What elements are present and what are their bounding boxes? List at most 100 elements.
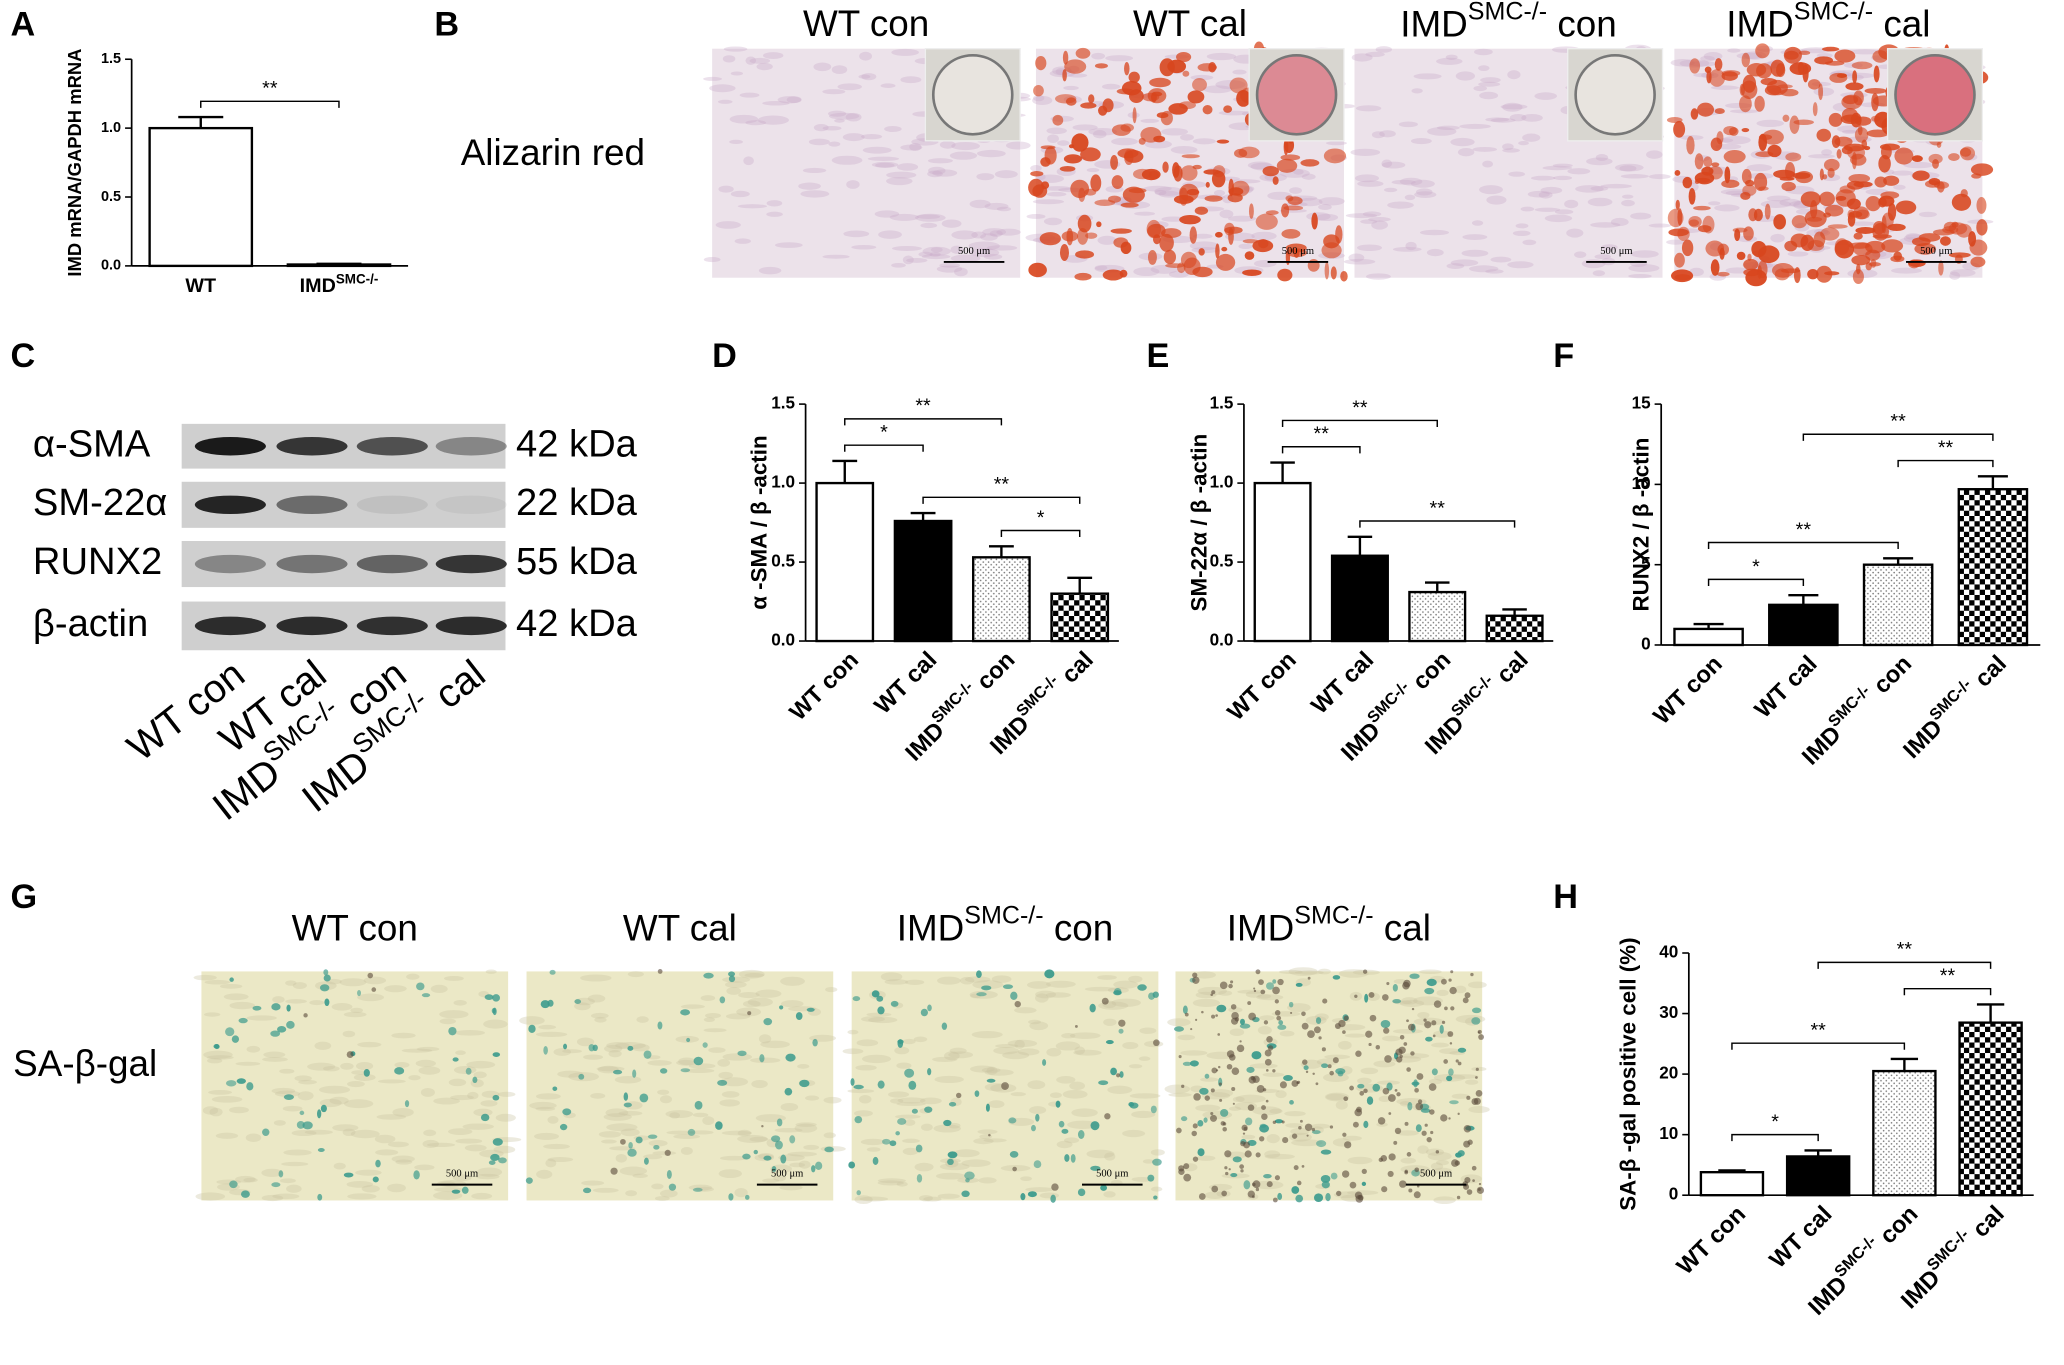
cell — [884, 125, 902, 133]
stain — [1424, 987, 1435, 995]
cell — [323, 1065, 340, 1072]
dark-speck — [1272, 1197, 1278, 1203]
bar — [1768, 603, 1839, 647]
dark-speck — [1265, 1099, 1269, 1103]
stain — [1153, 1195, 1158, 1200]
cell — [1257, 993, 1272, 999]
cell — [1485, 117, 1510, 122]
stain — [1159, 233, 1174, 252]
stain — [1783, 46, 1802, 64]
bar — [815, 481, 875, 643]
cell — [939, 140, 956, 149]
dark-speck — [1375, 1045, 1381, 1050]
cell — [718, 1169, 742, 1179]
dark-speck — [1211, 1014, 1216, 1019]
cell — [762, 1178, 780, 1183]
cell — [657, 1089, 670, 1095]
micrograph: 500 μm — [193, 969, 522, 1202]
stain — [1133, 168, 1152, 180]
stain — [1098, 105, 1108, 116]
dark-speck — [1191, 1130, 1197, 1137]
cell — [1195, 1104, 1221, 1112]
stain — [1879, 143, 1900, 151]
cell — [631, 1043, 650, 1052]
stain — [659, 1068, 668, 1074]
stain — [1834, 49, 1856, 63]
stain — [1848, 173, 1871, 184]
stain — [1777, 84, 1793, 89]
cell — [954, 267, 968, 277]
stain — [343, 1172, 354, 1178]
cell — [939, 1163, 970, 1171]
dark-speck — [1355, 1050, 1362, 1057]
cell — [453, 1000, 467, 1006]
significance-label: ** — [1897, 939, 1913, 961]
cell — [884, 979, 909, 985]
dark-speck — [1264, 1049, 1272, 1057]
cell — [800, 190, 830, 198]
stain — [1714, 108, 1725, 115]
cell — [786, 96, 802, 104]
stain — [1062, 50, 1069, 65]
cell — [813, 123, 829, 132]
blot-band — [435, 495, 507, 515]
cell — [1411, 88, 1423, 94]
cell — [1318, 197, 1345, 206]
cell — [1522, 239, 1537, 246]
cell — [700, 995, 716, 1001]
stain — [657, 1021, 663, 1030]
dark-speck — [1414, 1167, 1420, 1173]
cell — [298, 1079, 317, 1085]
cell — [519, 1016, 545, 1025]
cell — [1289, 187, 1303, 194]
dark-speck — [1228, 1054, 1236, 1061]
cell — [1232, 69, 1247, 75]
well — [931, 53, 1014, 136]
cell — [535, 1093, 561, 1100]
bar — [1673, 627, 1744, 647]
stain — [317, 1193, 323, 1201]
cell — [1229, 1028, 1245, 1036]
cell — [473, 1071, 487, 1079]
cell — [1628, 274, 1652, 279]
stain — [1281, 203, 1290, 218]
stain — [920, 1008, 928, 1017]
cell — [750, 1057, 781, 1064]
cell — [902, 1038, 916, 1045]
stain — [1325, 1192, 1331, 1202]
stain — [1042, 1059, 1047, 1066]
stain — [1194, 206, 1209, 215]
cell — [843, 230, 870, 238]
stain — [1149, 77, 1171, 88]
cell — [1266, 1134, 1280, 1144]
stain — [737, 1050, 747, 1057]
significance-label: ** — [994, 474, 1010, 496]
dark-speck — [1365, 1030, 1373, 1038]
dark-speck — [1236, 1044, 1245, 1053]
dark-speck — [1264, 1058, 1272, 1066]
cell — [861, 1016, 885, 1023]
dark-speck — [367, 972, 374, 979]
cell — [1594, 254, 1611, 260]
cell — [1028, 1019, 1041, 1025]
stain — [1741, 52, 1750, 68]
dark-speck — [1101, 997, 1109, 1005]
cell — [243, 1177, 258, 1183]
stain — [1822, 46, 1840, 52]
stain — [1321, 1181, 1330, 1189]
cell — [918, 1195, 933, 1202]
stain — [1307, 258, 1320, 272]
cell — [1392, 1028, 1423, 1034]
blot-band — [276, 437, 348, 456]
stain — [1148, 992, 1155, 1000]
cell — [1335, 1100, 1348, 1110]
cell — [708, 1047, 726, 1053]
dark-speck — [1266, 1181, 1273, 1188]
dark-speck — [1116, 1073, 1121, 1078]
cell — [1129, 1093, 1161, 1099]
cell — [1072, 124, 1098, 131]
cell — [1439, 1048, 1461, 1055]
cell — [1203, 85, 1233, 94]
cell — [860, 1138, 886, 1146]
cell — [1849, 49, 1881, 55]
